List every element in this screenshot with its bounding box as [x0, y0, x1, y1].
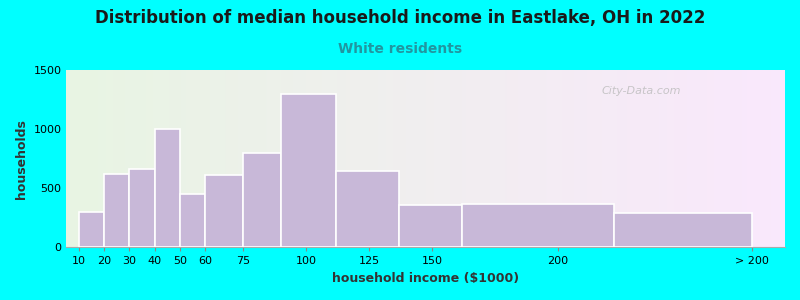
Text: Distribution of median household income in Eastlake, OH in 2022: Distribution of median household income … — [95, 9, 705, 27]
Bar — [336, 170, 399, 248]
Bar — [243, 153, 281, 247]
Text: White residents: White residents — [338, 42, 462, 56]
Bar — [154, 129, 180, 248]
Bar — [104, 174, 130, 248]
Bar — [281, 94, 336, 247]
Y-axis label: households: households — [15, 119, 28, 199]
Bar — [399, 205, 462, 247]
X-axis label: household income ($1000): household income ($1000) — [332, 272, 519, 285]
Text: City-Data.com: City-Data.com — [602, 86, 681, 96]
Bar — [614, 213, 752, 248]
Bar — [462, 204, 614, 248]
Bar — [79, 212, 104, 247]
Bar — [180, 194, 205, 247]
Bar — [130, 169, 154, 247]
Bar — [205, 175, 243, 248]
